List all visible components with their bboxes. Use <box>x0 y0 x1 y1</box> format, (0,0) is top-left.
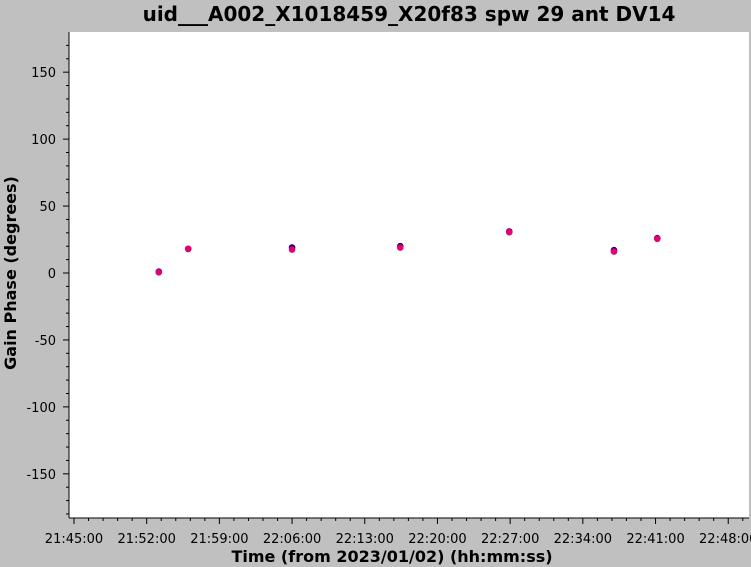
y-tick-label: 0 <box>48 267 56 282</box>
x-tick-label: 22:41:00 <box>626 532 684 547</box>
y-tick-label: 150 <box>31 66 56 81</box>
x-tick-label: 22:20:00 <box>408 532 466 547</box>
chart-title: uid___A002_X1018459_X20f83 spw 29 ant DV… <box>143 2 676 26</box>
data-points <box>155 228 661 276</box>
x-tick-label: 22:06:00 <box>263 532 321 547</box>
y-axis-label: Gain Phase (degrees) <box>1 176 20 370</box>
axes <box>68 32 749 519</box>
x-tick-label: 22:34:00 <box>554 532 612 547</box>
data-point-series-2 <box>288 246 296 253</box>
plot-background <box>69 32 749 518</box>
ticks: 150 100 50 0 -50 -100 -150 21:45:00 21:52:00 21:5… <box>26 44 751 547</box>
data-point-series-2 <box>184 245 192 253</box>
y-tick-label: -100 <box>26 401 56 416</box>
y-tick-label: -150 <box>26 468 56 483</box>
x-tick-label: 22:27:00 <box>481 532 539 547</box>
data-point-series-2 <box>505 228 513 236</box>
x-axis-label: Time (from 2023/01/02) (hh:mm:ss) <box>231 547 552 566</box>
x-tick-label: 22:13:00 <box>336 532 394 547</box>
data-point-series-2 <box>155 269 163 276</box>
y-tick-label: 50 <box>39 200 56 215</box>
x-tick-label: 22:48:00 <box>699 532 751 547</box>
x-tick-label: 21:52:00 <box>117 532 175 547</box>
x-tick-label: 21:59:00 <box>190 532 248 547</box>
data-point-series-2 <box>396 244 404 251</box>
x-tick-label: 21:45:00 <box>45 532 103 547</box>
data-point-series-2 <box>610 248 618 255</box>
data-point-series-2 <box>653 235 661 243</box>
y-tick-label: 100 <box>31 133 56 148</box>
y-tick-label: -50 <box>35 334 56 349</box>
